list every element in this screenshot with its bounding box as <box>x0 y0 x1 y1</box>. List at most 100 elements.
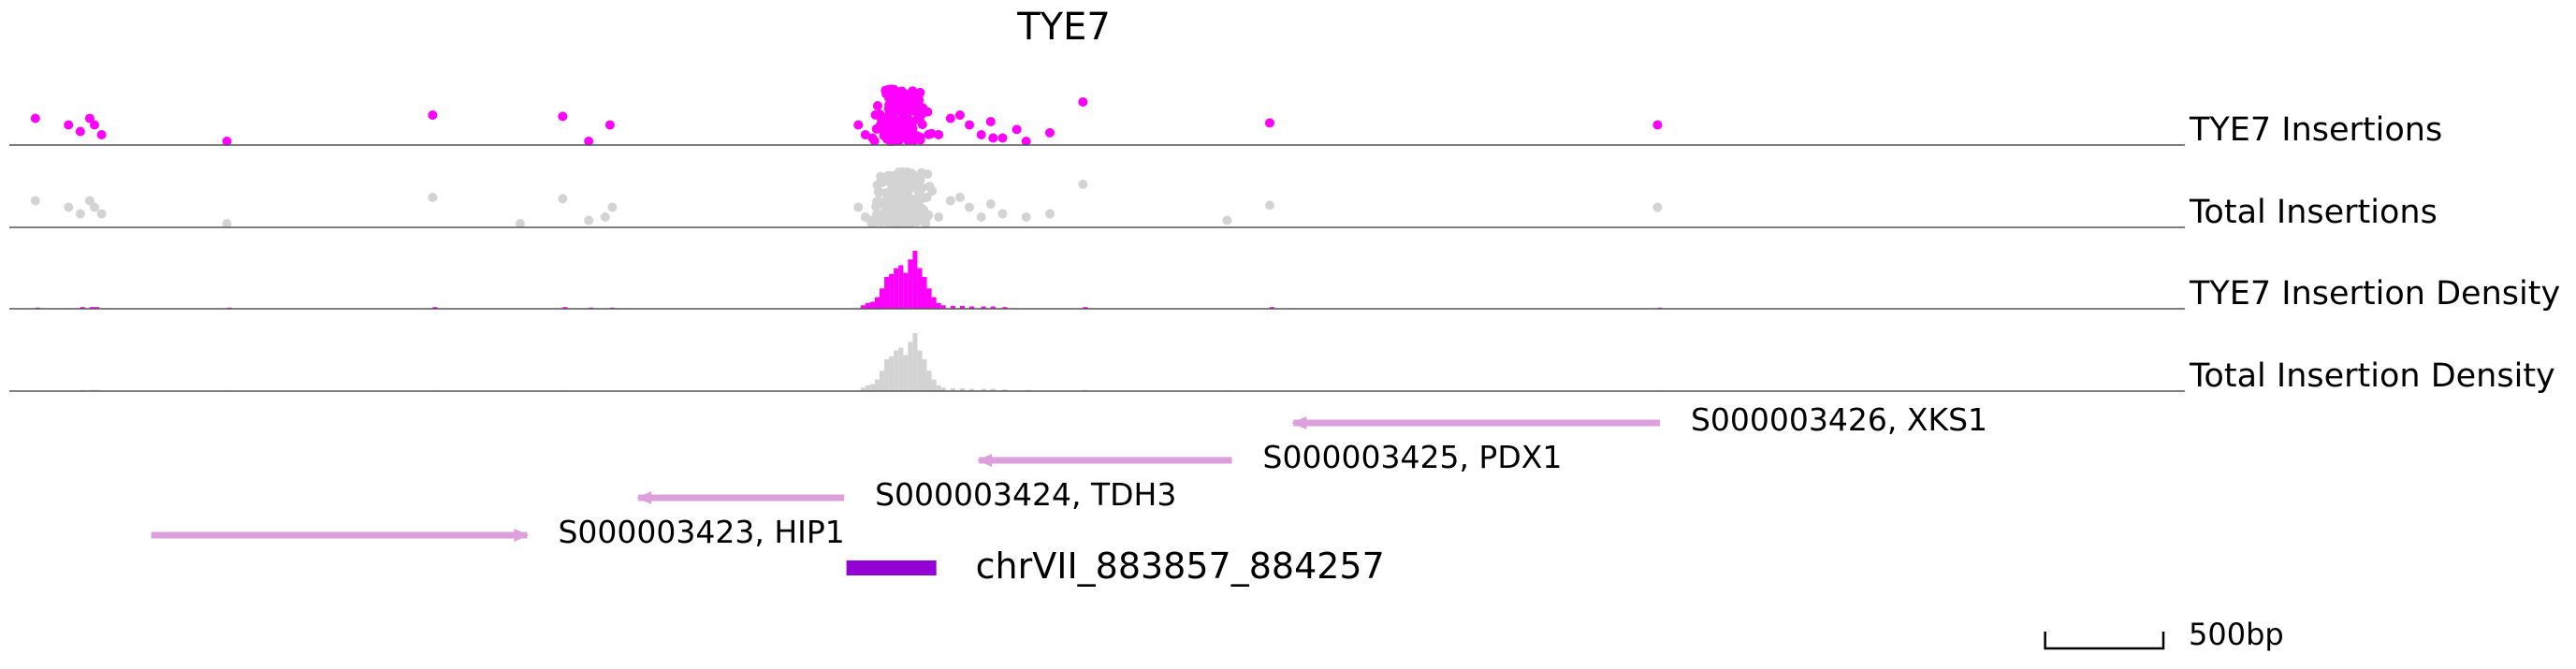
insertion-point <box>997 133 1008 143</box>
density-bar <box>908 259 913 309</box>
density-bar <box>926 288 932 309</box>
density-bar <box>865 385 870 391</box>
density-bar <box>903 272 909 309</box>
insertion-point <box>607 202 618 212</box>
insertion-point <box>896 179 907 189</box>
gene-annotations: S000003426, XKS1 S000003425, PDX1 S0000034… <box>151 401 1987 550</box>
insertion-point <box>871 201 881 211</box>
insertion-point <box>84 113 95 124</box>
insertion-point <box>903 113 913 124</box>
insertion-point <box>903 186 913 196</box>
insertion-point <box>867 215 878 225</box>
insertion-point <box>902 167 912 177</box>
insertion-point <box>30 113 40 124</box>
insertion-point <box>905 124 915 134</box>
insertion-point <box>1222 215 1232 225</box>
insertion-point <box>893 206 903 216</box>
tracks: TYE7 Insertions Total Insertions TYE7 Inse… <box>9 84 2560 395</box>
insertion-point <box>89 202 99 212</box>
density-bar <box>894 350 899 391</box>
density-bar <box>990 388 996 391</box>
insertion-point <box>934 212 944 222</box>
density-bar <box>865 302 870 309</box>
insertion-point <box>954 193 965 202</box>
density-bar <box>931 379 937 391</box>
density-bar <box>884 358 890 391</box>
insertion-point <box>1078 180 1088 189</box>
insertion-point <box>906 133 916 143</box>
track-label: Total Insertions <box>2189 194 2438 231</box>
insertion-point <box>1652 120 1663 130</box>
density-bar <box>940 387 946 391</box>
gene-label: S000003424, TDH3 <box>875 476 1176 513</box>
insertion-point <box>885 89 895 99</box>
insertion-point <box>889 193 899 203</box>
insertion-point <box>881 133 892 143</box>
insertion-point <box>600 212 610 222</box>
insertion-point <box>1044 209 1055 219</box>
insertion-point <box>905 96 915 107</box>
density-bar <box>940 305 946 309</box>
insertion-point <box>860 130 870 139</box>
insertion-point <box>927 186 938 196</box>
track-label: TYE7 Insertion Density <box>2189 275 2560 313</box>
density-bar <box>981 306 986 309</box>
insertion-point <box>889 132 899 142</box>
density-bar <box>908 342 913 391</box>
density-bar <box>931 297 937 309</box>
insertion-point <box>222 219 232 228</box>
density-bar <box>950 387 955 391</box>
insertion-point <box>985 117 996 126</box>
insertion-point <box>428 110 438 120</box>
insertion-point <box>75 126 85 137</box>
density-bar <box>990 306 996 309</box>
density-bar <box>917 268 923 309</box>
insertion-point <box>922 192 932 202</box>
density-bar <box>860 305 866 309</box>
scale-bar: 500bp <box>2044 617 2284 652</box>
insertion-point <box>222 137 232 146</box>
insertion-point <box>945 196 955 206</box>
gene-label: S000003423, HIP1 <box>558 514 844 550</box>
insertion-point <box>84 196 95 206</box>
density-bar <box>959 387 965 391</box>
gene-arrow <box>977 454 993 467</box>
density-bar <box>950 305 955 309</box>
target-region: chrVII_883857_884257 <box>846 545 1385 587</box>
insertion-point <box>853 120 864 130</box>
region-bar <box>846 560 937 575</box>
density-bar <box>880 288 885 309</box>
insertion-point <box>558 194 568 204</box>
insertion-point <box>914 115 924 125</box>
insertion-point <box>902 197 912 208</box>
insertion-point <box>881 187 892 197</box>
density-bar <box>432 307 438 309</box>
insertion-point <box>954 110 965 120</box>
insertion-point <box>872 180 882 190</box>
density-bar <box>94 307 100 309</box>
insertion-point <box>870 109 880 120</box>
insertion-point <box>1078 97 1088 107</box>
density-bar <box>1002 307 1008 309</box>
density-bar <box>936 302 941 309</box>
track: TYE7 Insertion Density <box>9 251 2560 313</box>
insertion-point <box>1044 127 1055 138</box>
density-bar <box>860 387 866 391</box>
density-bar <box>936 385 941 391</box>
insertion-point <box>934 130 944 139</box>
track: TYE7 Insertions <box>9 84 2442 149</box>
insertion-point <box>894 167 904 177</box>
insertion-point <box>907 177 917 187</box>
insertion-point <box>976 212 986 222</box>
insertion-point <box>880 172 891 182</box>
insertion-point <box>584 137 594 146</box>
gene: S000003425, PDX1 <box>977 439 1562 475</box>
insertion-point <box>584 215 594 225</box>
insertion-point <box>997 209 1008 219</box>
insertion-point <box>914 195 924 205</box>
track: Total Insertion Density <box>9 333 2555 395</box>
insertion-point <box>924 129 934 139</box>
gene-label: S000003425, PDX1 <box>1263 439 1563 475</box>
density-bar <box>1083 307 1088 309</box>
density-bar <box>1002 389 1008 391</box>
